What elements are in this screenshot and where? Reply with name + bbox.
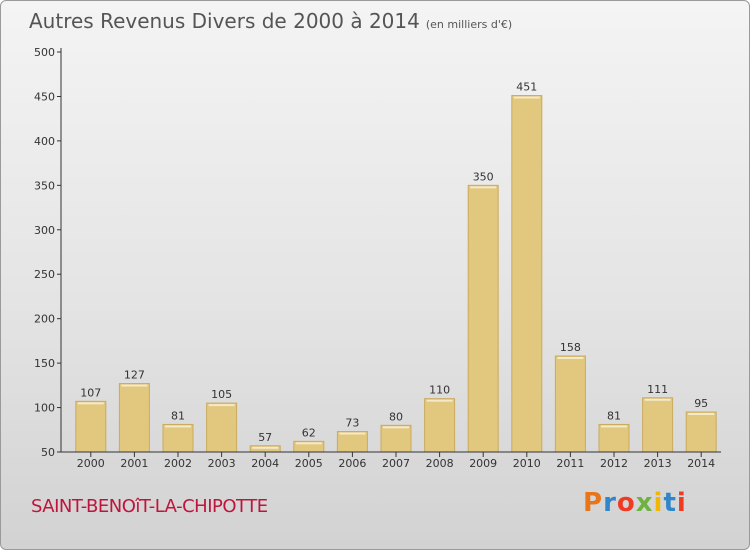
- data-label: 95: [694, 397, 708, 410]
- proxiti-logo: Proxiti: [583, 488, 687, 518]
- x-tick-label: 2006: [338, 457, 366, 470]
- logo-letter: P: [583, 488, 604, 518]
- bar: [336, 431, 368, 453]
- y-tick-label: 500: [34, 46, 55, 59]
- bar-highlight: [165, 425, 191, 428]
- bar-highlight: [470, 186, 497, 189]
- logo-letter: r: [603, 488, 617, 518]
- y-tick-label: 250: [34, 268, 55, 281]
- bar-highlight: [383, 426, 409, 429]
- place-name: SAINT-BENOîT-LA-CHIPOTTE: [31, 496, 268, 517]
- x-tick-label: 2012: [600, 457, 628, 470]
- data-label: 451: [516, 81, 537, 94]
- logo-letter: o: [616, 488, 636, 518]
- x-tick-label: 2014: [687, 457, 715, 470]
- y-tick-label: 450: [34, 90, 55, 103]
- bar: [75, 400, 107, 453]
- bar: [249, 445, 281, 453]
- data-label: 80: [389, 410, 403, 423]
- x-tick-label: 2013: [644, 457, 672, 470]
- bar-highlight: [688, 413, 715, 415]
- bar-highlight: [295, 442, 322, 445]
- x-tick-label: 2008: [426, 457, 454, 470]
- bar-highlight: [557, 357, 584, 359]
- x-tick-label: 2000: [77, 457, 105, 470]
- logo-letter: i: [653, 488, 664, 518]
- x-tick-label: 2004: [251, 457, 279, 470]
- bar: [467, 184, 499, 453]
- x-tick-label: 2005: [295, 457, 323, 470]
- logo-letter: t: [663, 488, 677, 518]
- data-label: 105: [211, 388, 232, 401]
- bar-highlight: [121, 384, 148, 387]
- y-tick-label: 200: [34, 313, 55, 326]
- x-tick-label: 2010: [513, 457, 541, 470]
- y-tick-label: 150: [34, 357, 55, 370]
- bar-highlight: [513, 96, 540, 99]
- bar-highlight: [426, 399, 453, 402]
- chart-subtitle: (en milliers d'€): [425, 18, 513, 31]
- bar: [554, 355, 586, 453]
- data-label: 127: [124, 369, 145, 382]
- y-tick-label: 350: [34, 179, 55, 192]
- x-tick-label: 2011: [556, 457, 584, 470]
- bar: [118, 383, 150, 453]
- x-tick-label: 2009: [469, 457, 497, 470]
- bar: [380, 424, 412, 453]
- bar: [424, 398, 456, 453]
- data-label: 158: [560, 341, 581, 354]
- bar: [511, 95, 543, 453]
- data-label: 81: [607, 409, 621, 422]
- bar-highlight: [644, 398, 671, 401]
- chart-title-main: Autres Revenus Divers de 2000 à 2014: [29, 9, 420, 33]
- bar: [162, 423, 194, 453]
- bar: [685, 411, 717, 453]
- data-label: 111: [647, 383, 668, 396]
- bar: [598, 423, 630, 453]
- y-tick-label: 300: [34, 224, 55, 237]
- logo-letter: i: [676, 488, 687, 518]
- data-label: 81: [171, 409, 185, 422]
- x-tick-label: 2003: [208, 457, 236, 470]
- bar-highlight: [339, 432, 366, 435]
- data-label: 350: [473, 170, 494, 183]
- logo-letter: x: [635, 488, 654, 518]
- x-tick-label: 2002: [164, 457, 192, 470]
- data-label: 110: [429, 384, 450, 397]
- bar-highlight: [252, 446, 279, 449]
- bar-highlight: [208, 404, 235, 407]
- bar-highlight: [601, 425, 627, 428]
- bar: [206, 402, 238, 453]
- data-label: 107: [80, 386, 101, 399]
- bar: [642, 397, 674, 453]
- x-tick-label: 2001: [120, 457, 148, 470]
- bar-highlight: [77, 402, 104, 405]
- y-tick-label: 400: [34, 135, 55, 148]
- data-label: 62: [302, 426, 316, 439]
- data-label: 73: [345, 417, 359, 430]
- y-tick-label: 100: [34, 402, 55, 415]
- data-label: 57: [258, 431, 272, 444]
- y-tick-label: 50: [41, 446, 55, 459]
- chart-title: Autres Revenus Divers de 2000 à 2014 (en …: [29, 9, 512, 33]
- x-tick-label: 2007: [382, 457, 410, 470]
